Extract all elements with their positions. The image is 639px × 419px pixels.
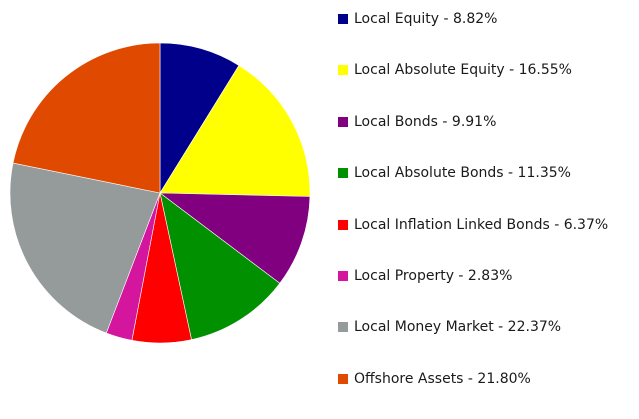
legend-label: Local Property - 2.83% — [354, 267, 513, 284]
pie-slice-local-bonds — [159, 192, 311, 284]
legend-swatch — [338, 116, 348, 127]
legend-item: Local Inflation Linked Bonds - 6.37% — [338, 214, 608, 236]
legend-swatch — [338, 168, 348, 179]
legend-item: Local Absolute Bonds - 11.35% — [338, 162, 608, 184]
pie-slice-local-equity — [159, 42, 240, 195]
legend-item: Local Absolute Equity - 16.55% — [338, 59, 608, 81]
legend-item: Local Money Market - 22.37% — [338, 316, 608, 338]
legend-item: Local Bonds - 9.91% — [338, 111, 608, 133]
pie-slices-group — [9, 42, 311, 344]
legend-label: Local Money Market - 22.37% — [354, 319, 562, 336]
pie-slice-offshore-assets — [12, 42, 161, 194]
legend-swatch — [338, 270, 348, 281]
pie-slice-local-money-market — [9, 162, 161, 334]
pie-slice-local-absolute-bonds — [159, 192, 281, 341]
legend-item: Local Property - 2.83% — [338, 265, 608, 287]
legend-label: Local Bonds - 9.91% — [354, 113, 497, 130]
legend-swatch — [338, 322, 348, 333]
legend-swatch — [338, 65, 348, 76]
legend-swatch — [338, 14, 348, 24]
legend-label: Local Inflation Linked Bonds - 6.37% — [354, 216, 609, 233]
legend-swatch — [338, 219, 348, 230]
pie-chart — [9, 42, 311, 344]
legend: Local Equity - 8.82% Local Absolute Equit… — [338, 8, 608, 419]
legend-item: Local Equity - 8.82% — [338, 8, 608, 30]
legend-label: Local Absolute Equity - 16.55% — [354, 62, 572, 79]
legend-label: Local Absolute Bonds - 11.35% — [354, 165, 571, 182]
legend-label: Local Equity - 8.82% — [354, 11, 498, 27]
pie-slice-local-absolute-equity — [159, 65, 311, 197]
chart-root: Local Equity - 8.82% Local Absolute Equit… — [9, 11, 608, 387]
